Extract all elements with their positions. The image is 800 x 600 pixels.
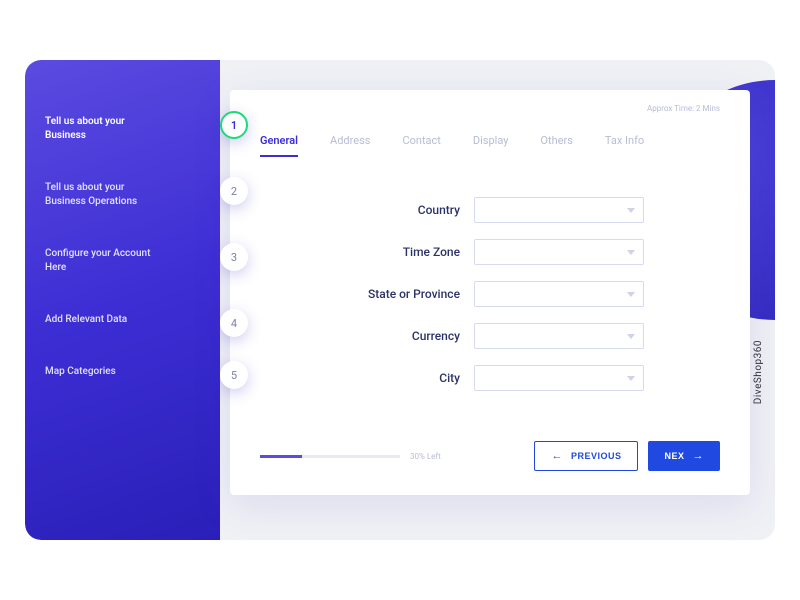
step-label: Map Categories [45, 365, 165, 379]
country-select[interactable] [474, 197, 644, 223]
step-label: Configure your Account Here [45, 247, 165, 275]
sidebar: Tell us about your Business1Tell us abou… [25, 60, 220, 540]
step-circle: 5 [220, 361, 248, 389]
step-4[interactable]: Add Relevant Data4 [45, 313, 220, 327]
tab-tax-info[interactable]: Tax Info [605, 134, 644, 157]
form-row: City [340, 365, 720, 391]
tab-general[interactable]: General [260, 134, 298, 157]
tab-address[interactable]: Address [330, 134, 370, 157]
time-zone-select[interactable] [474, 239, 644, 265]
arrow-right-icon: → [693, 451, 705, 462]
next-button[interactable]: NEX → [648, 441, 720, 471]
button-group: ← PREVIOUS NEX → [534, 441, 720, 471]
form-label: Country [340, 203, 460, 217]
previous-button-label: PREVIOUS [571, 451, 622, 461]
step-circle: 4 [220, 309, 248, 337]
step-5[interactable]: Map Categories5 [45, 365, 220, 379]
step-label: Tell us about your Business [45, 115, 165, 143]
step-circle: 2 [220, 177, 248, 205]
next-button-label: NEX [664, 451, 684, 461]
step-1[interactable]: Tell us about your Business1 [45, 115, 220, 143]
tab-others[interactable]: Others [540, 134, 572, 157]
progress: 30% Left [260, 452, 441, 461]
previous-button[interactable]: ← PREVIOUS [534, 441, 638, 471]
progress-text: 30% Left [410, 452, 441, 461]
form-row: Currency [340, 323, 720, 349]
step-circle: 1 [220, 111, 248, 139]
form-label: Time Zone [340, 245, 460, 259]
step-3[interactable]: Configure your Account Here3 [45, 247, 220, 275]
outer-background: DiveShop360 Tell us about your Business1… [25, 60, 775, 540]
form-label: Currency [340, 329, 460, 343]
step-label: Tell us about your Business Operations [45, 181, 165, 209]
main-card: Approx Time: 2 Mins General Address Contac… [230, 90, 750, 495]
form-row: Country [340, 197, 720, 223]
progress-fill [260, 455, 302, 458]
brand-label: DiveShop360 [753, 340, 764, 404]
form-label: City [340, 371, 460, 385]
step-label: Add Relevant Data [45, 313, 165, 327]
tab-contact[interactable]: Contact [402, 134, 440, 157]
tab-display[interactable]: Display [473, 134, 509, 157]
step-circle: 3 [220, 243, 248, 271]
city-select[interactable] [474, 365, 644, 391]
arrow-left-icon: ← [551, 451, 563, 462]
form-row: State or Province [340, 281, 720, 307]
state-or-province-select[interactable] [474, 281, 644, 307]
progress-track [260, 455, 400, 458]
step-2[interactable]: Tell us about your Business Operations2 [45, 181, 220, 209]
approx-time-label: Approx Time: 2 Mins [647, 104, 720, 113]
currency-select[interactable] [474, 323, 644, 349]
form-row: Time Zone [340, 239, 720, 265]
tabs: General Address Contact Display Others Tax In… [260, 134, 720, 157]
form-area: Country Time Zone State or Province Currenc… [260, 197, 720, 391]
form-label: State or Province [340, 287, 460, 301]
bottom-bar: 30% Left ← PREVIOUS NEX → [260, 441, 720, 471]
